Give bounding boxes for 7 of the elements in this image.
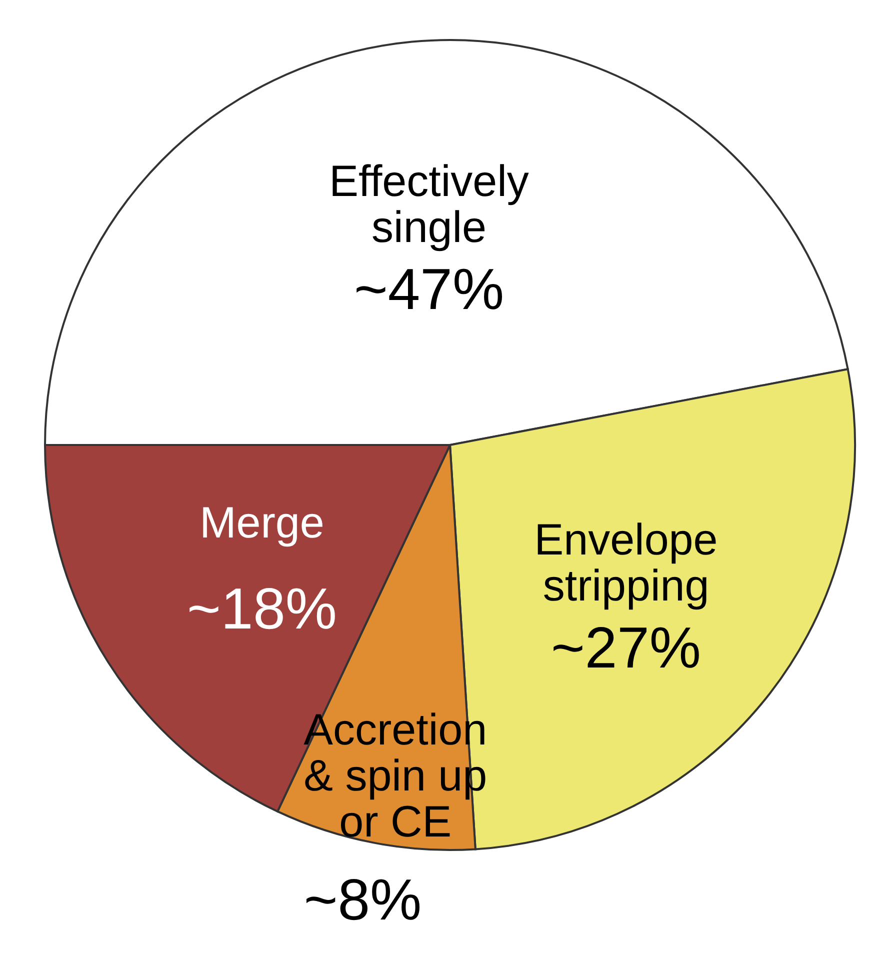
data-label: ~18% [186, 576, 337, 642]
slice-label: Effectively single [329, 157, 529, 252]
data-label: ~47% [354, 257, 504, 322]
slice-label: Merge [200, 498, 324, 548]
slice-label: Envelope stripping [534, 516, 718, 611]
data-label: ~27% [551, 616, 701, 681]
data-label: ~8% [304, 868, 422, 932]
